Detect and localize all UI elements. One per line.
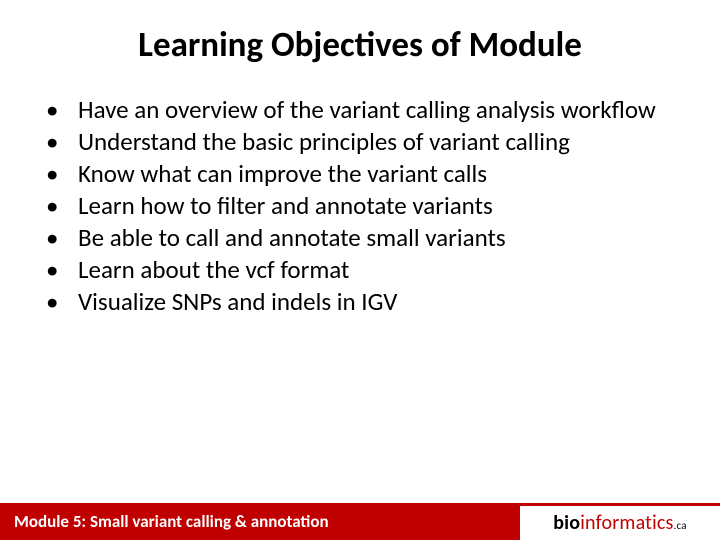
slide-footer: Module 5: Small variant calling & annota… [0,503,720,540]
bullet-text: Learn how to filter and annotate variant… [78,190,690,221]
list-item: • Know what can improve the variant call… [44,158,690,189]
bullet-icon: • [44,126,78,157]
bullet-text: Be able to call and annotate small varia… [78,222,690,253]
logo: bioinformatics.ca [553,511,687,535]
bullet-icon: • [44,190,78,221]
list-item: • Visualize SNPs and indels in IGV [44,286,690,317]
logo-part-bio: bio [553,511,580,535]
bullet-icon: • [44,94,78,125]
bullet-text: Learn about the vcf format [78,254,690,285]
logo-part-ca: .ca [674,519,687,532]
bullet-text: Know what can improve the variant calls [78,158,690,189]
bullet-icon: • [44,286,78,317]
list-item: • Learn about the vcf format [44,254,690,285]
slide-title: Learning Objectives of Module [0,24,720,66]
footer-logo-area: bioinformatics.ca [520,503,720,540]
slide: Learning Objectives of Module • Have an … [0,0,720,540]
bullet-list: • Have an overview of the variant callin… [44,94,690,317]
bullet-icon: • [44,222,78,253]
slide-content: • Have an overview of the variant callin… [0,94,720,540]
footer-module-label: Module 5: Small variant calling & annota… [0,503,520,540]
list-item: • Be able to call and annotate small var… [44,222,690,253]
list-item: • Understand the basic principles of var… [44,126,690,157]
bullet-text: Understand the basic principles of varia… [78,126,690,157]
bullet-icon: • [44,254,78,285]
bullet-text: Visualize SNPs and indels in IGV [78,286,690,317]
list-item: • Learn how to filter and annotate varia… [44,190,690,221]
bullet-text: Have an overview of the variant calling … [78,94,690,125]
list-item: • Have an overview of the variant callin… [44,94,690,125]
logo-part-informatics: informatics [580,511,673,535]
bullet-icon: • [44,158,78,189]
